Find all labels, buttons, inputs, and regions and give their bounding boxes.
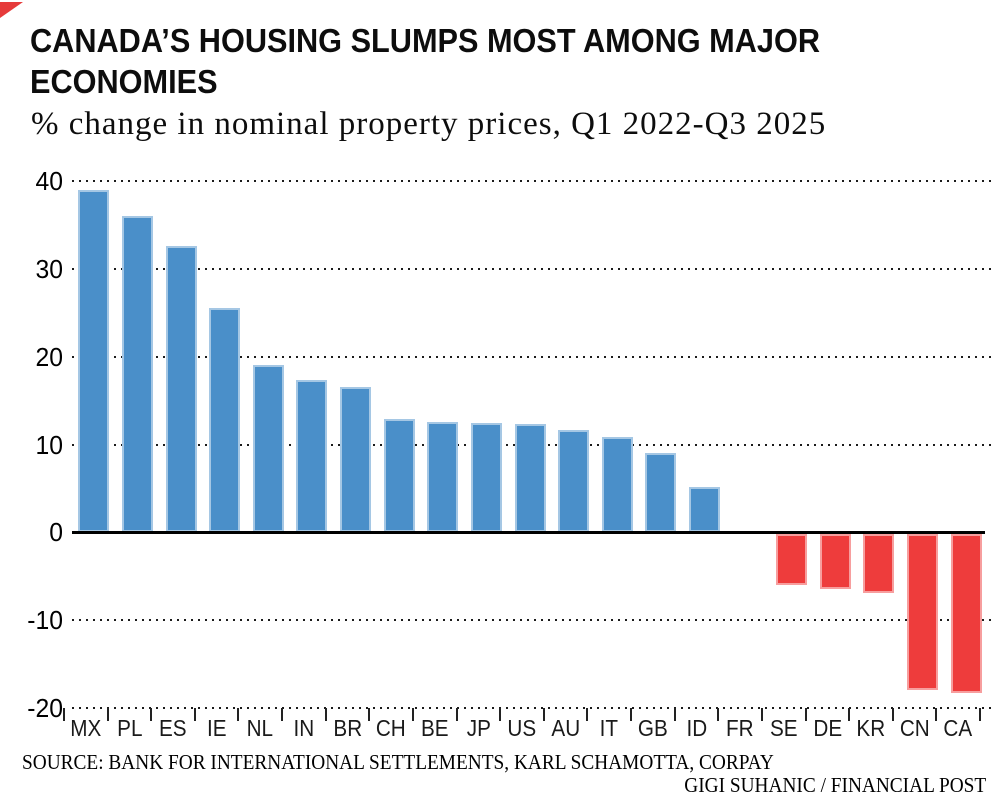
chart-title-line2: ECONOMIES (30, 63, 218, 100)
x-axis-tick (935, 708, 938, 721)
x-tick-label-AU: AU (551, 715, 580, 741)
x-axis-tick (193, 708, 196, 721)
x-tick-label-BE: BE (420, 715, 449, 741)
x-axis-tick (717, 708, 720, 721)
y-tick-label-0: 0 (49, 517, 63, 548)
x-tick-label-MX: MX (70, 715, 102, 741)
credit-line: GIGI SUHANIC / FINANCIAL POST (684, 773, 986, 797)
x-axis-tick (673, 708, 676, 721)
bar-PL (121, 216, 153, 533)
bar-CH (383, 419, 415, 533)
chart-title-line1: CANADA’S HOUSING SLUMPS MOST AMONG MAJOR (30, 22, 821, 59)
red-corner-mark (0, 2, 23, 18)
x-tick-label-ID: ID (686, 715, 707, 741)
bar-AU (558, 430, 590, 533)
y-tick-label-20: 20 (35, 341, 63, 372)
bar-GB (645, 453, 677, 533)
x-tick-label-IT: IT (600, 715, 619, 741)
x-axis-labels: MX PL ES IE NL IN BR CH BE JP US AU IT GB ID FR SE DE KR CN… (63, 707, 981, 741)
gridline--20 (72, 707, 993, 709)
chart-title: CANADA’S HOUSING SLUMPS MOST AMONG MAJOR… (30, 20, 820, 102)
x-axis-tick (630, 708, 633, 721)
gridline--10 (72, 619, 993, 622)
bar-US (514, 424, 546, 533)
gridline-30 (72, 267, 993, 270)
x-tick-label-DE: DE (812, 715, 842, 741)
bar-JP (470, 422, 502, 533)
x-axis-tick (281, 708, 284, 721)
source-line: SOURCE: BANK FOR INTERNATIONAL SETTLEMEN… (22, 750, 774, 774)
zero-axis-line (72, 530, 985, 534)
x-axis-tick (324, 708, 327, 721)
bar-NL (252, 365, 284, 533)
bar-IE (209, 308, 241, 533)
x-axis-tick (106, 708, 109, 721)
y-tick-label-30: 30 (35, 253, 63, 284)
x-axis-tick (455, 708, 458, 721)
x-tick-label-GB: GB (637, 715, 668, 741)
x-tick-label-IN: IN (293, 715, 315, 741)
x-axis-tick (804, 708, 807, 721)
x-tick-label-CA: CA (943, 715, 973, 741)
x-tick-label-NL: NL (247, 715, 274, 741)
gridline-20 (72, 355, 993, 358)
x-tick-label-JP: JP (466, 715, 491, 741)
x-tick-label-CH: CH (376, 715, 407, 741)
x-axis-tick (499, 708, 502, 721)
y-tick-label--20: -20 (27, 693, 64, 723)
bar-MX (78, 189, 110, 533)
bar-CA (950, 533, 982, 694)
x-axis-tick (891, 708, 894, 721)
x-tick-label-CN: CN (899, 715, 930, 741)
x-axis-tick (150, 708, 153, 721)
bar-DE (819, 533, 851, 589)
y-tick-label--10: -10 (27, 605, 64, 636)
chart-subtitle: % change in nominal property prices, Q1 … (31, 106, 827, 142)
bar-IN (296, 379, 328, 533)
plot-area (72, 180, 993, 709)
x-axis-tick (586, 708, 589, 721)
bar-IT (601, 436, 633, 533)
bar-BR (340, 387, 372, 533)
x-tick-label-PL: PL (116, 715, 143, 741)
x-axis-tick (237, 708, 240, 721)
x-tick-label-IE: IE (206, 715, 227, 741)
x-axis-tick (368, 708, 371, 721)
x-tick-label-FR: FR (726, 715, 754, 741)
y-axis-labels: 40 30 20 10 0 -10 -20 (0, 166, 64, 723)
bar-SE (776, 533, 808, 586)
x-axis-tick (760, 708, 763, 721)
x-axis-tick (542, 708, 545, 721)
x-axis-tick (411, 708, 414, 721)
bar-ES (165, 245, 197, 533)
x-tick-label-ES: ES (159, 715, 187, 741)
bar-CN (907, 533, 939, 690)
y-tick-label-10: 10 (35, 429, 63, 460)
bar-BE (427, 421, 459, 533)
x-axis-tick (63, 708, 65, 721)
x-tick-label-KR: KR (856, 715, 886, 741)
y-tick-label-40: 40 (35, 166, 63, 196)
x-tick-label-BR: BR (333, 715, 362, 741)
bar-KR (863, 533, 895, 593)
gridline-40 (72, 180, 993, 182)
x-tick-label-SE: SE (769, 715, 798, 741)
x-axis-tick (979, 708, 981, 721)
x-axis-tick (848, 708, 851, 721)
bar-ID (688, 486, 720, 533)
x-tick-label-US: US (507, 715, 537, 741)
